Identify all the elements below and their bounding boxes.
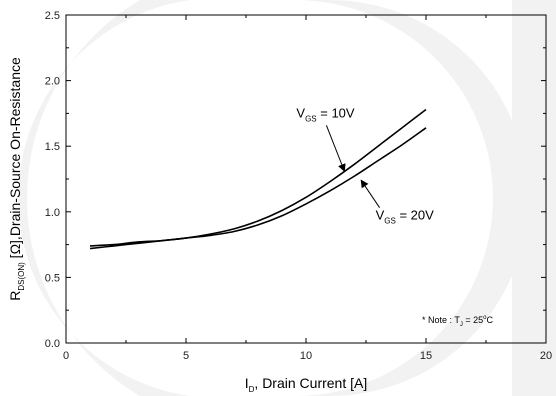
watermark-bar xyxy=(512,0,556,396)
x-tick-label: 5 xyxy=(183,350,189,362)
series-label-2: VGS = 20V xyxy=(376,208,435,226)
x-axis-title: ID, Drain Current [A] xyxy=(245,375,368,394)
y-tick-label: 0.5 xyxy=(45,272,60,284)
series-line-1 xyxy=(89,108,427,250)
x-tick-label: 0 xyxy=(63,350,69,362)
annotation-arrow-1 xyxy=(325,125,346,173)
axis-ticks: 0 5 10 15 20 0.0 0.5 1.0 1.5 2.0 2.5 xyxy=(45,10,552,362)
series-annotations: VGS = 10V VGS = 20V xyxy=(296,105,434,225)
y-tick-label: 2.0 xyxy=(45,76,60,88)
annotation-arrow-2 xyxy=(360,179,381,208)
x-tick-label: 10 xyxy=(300,350,312,362)
temperature-note: * Note : TJ = 25oC xyxy=(422,315,493,328)
series-line-2 xyxy=(89,127,427,247)
y-axis-title: RDS(ON) [Ω],Drain-Source On-Resistance xyxy=(7,57,26,301)
y-tick-label: 1.0 xyxy=(45,207,60,219)
watermark-arc-right xyxy=(295,0,528,396)
series-label-1: VGS = 10V xyxy=(296,105,355,123)
data-series xyxy=(89,108,427,250)
y-tick-label: 0.0 xyxy=(45,338,60,350)
x-tick-label: 15 xyxy=(420,350,432,362)
x-tick-label: 20 xyxy=(540,350,552,362)
y-tick-label: 2.5 xyxy=(45,10,60,22)
y-tick-label: 1.5 xyxy=(45,141,60,153)
